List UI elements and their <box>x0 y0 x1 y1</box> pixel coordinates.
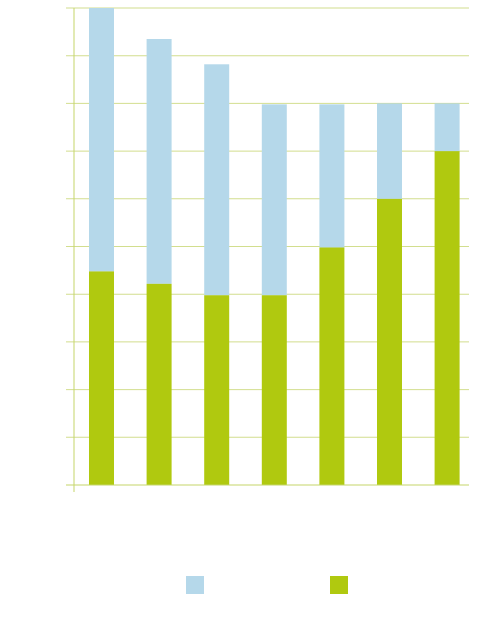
bar-segment-top <box>89 8 114 272</box>
legend-swatch <box>186 576 204 594</box>
bar-segment-top <box>204 64 230 296</box>
legend-swatch <box>330 576 348 594</box>
bar-segment-bottom <box>319 247 345 485</box>
bar-segment-bottom <box>377 198 402 486</box>
legend <box>186 576 348 594</box>
bar-segment-bottom <box>204 295 230 485</box>
bar-segment-bottom <box>434 151 460 485</box>
bar-segment-bottom <box>89 271 114 485</box>
bar-segment-bottom <box>146 283 172 485</box>
bar-segment-top <box>319 104 345 248</box>
axes <box>66 8 469 492</box>
bar-segment-bottom <box>261 295 287 485</box>
bar-segment-top <box>434 103 460 152</box>
bar-segment-top <box>377 103 402 199</box>
bar-segment-top <box>261 104 287 296</box>
bar-segment-top <box>146 39 172 284</box>
bars <box>89 8 460 486</box>
